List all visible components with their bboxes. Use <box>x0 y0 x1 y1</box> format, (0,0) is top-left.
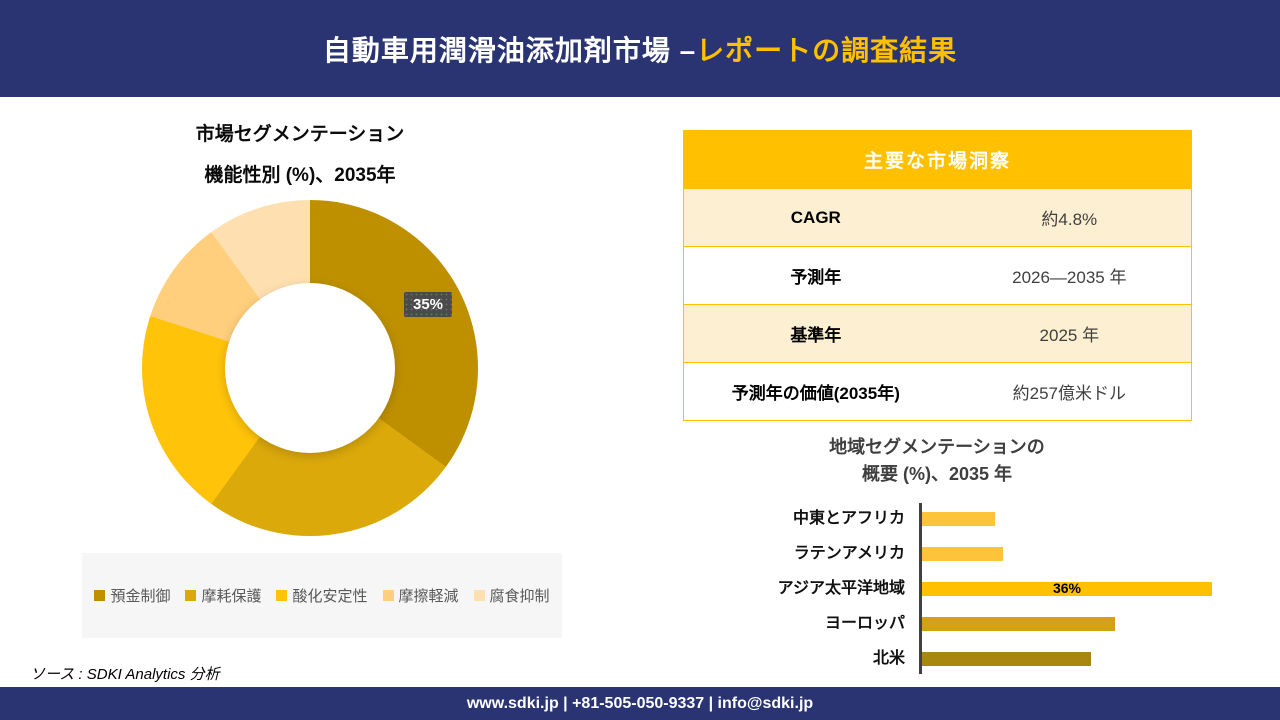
table-row-label: 予測年 <box>790 268 842 287</box>
legend-item[interactable]: 腐食抑制 <box>473 585 550 606</box>
bar-data-label: 36% <box>1052 580 1082 596</box>
legend-swatch-icon <box>276 590 288 601</box>
legend-swatch-icon <box>473 590 485 601</box>
source-note: ソース : SDKI Analytics 分析 <box>30 666 220 683</box>
legend-item[interactable]: 摩擦軽減 <box>382 585 459 606</box>
bar-category-label: 北米 <box>872 650 905 667</box>
legend-label: 腐食抑制 <box>489 588 550 605</box>
key-insights-table: 主要な市場洞察 CAGR 約4.8% 予測年 2026—2035 年基準年 2025 年… <box>683 130 1192 421</box>
legend-label: 摩擦軽減 <box>398 588 459 605</box>
legend-item[interactable]: 預金制御 <box>94 585 170 606</box>
donut-chart-title: 市場セグメンテーション <box>195 124 405 145</box>
key-insights-table-header: 主要な市場洞察 <box>684 131 1191 188</box>
donut-data-label: 35% <box>404 292 453 317</box>
donut-chart-titles: 市場セグメンテーション 機能性別 (%)、2035年 <box>90 119 510 187</box>
report-header-banner: 自動車用潤滑油添加剤市場 –レポートの調査結果 <box>0 0 1280 97</box>
legend-item[interactable]: 酸化安定性 <box>276 585 368 606</box>
bar-chart-axis-line <box>919 503 922 674</box>
footer-contact-text[interactable]: www.sdki.jp | +81-505-050-9337 | info@sd… <box>466 694 814 712</box>
bar-3[interactable]: 36% <box>922 580 1212 596</box>
bar-category-label: 中東とアフリカ <box>792 510 905 527</box>
bar-chart-title: 地域セグメンテーションの 概要 (%)、2035 年 <box>687 434 1187 488</box>
legend-swatch-icon <box>94 590 106 601</box>
table-row-label: 基準年 <box>790 326 842 345</box>
bar-5[interactable] <box>922 652 1091 666</box>
page-title-main: 自動車用潤滑油添加剤市場 – <box>322 34 697 66</box>
legend-item[interactable]: 摩耗保護 <box>185 585 261 606</box>
bar-chart-title-line1: 地域セグメンテーションの <box>829 437 1045 457</box>
page-title: 自動車用潤滑油添加剤市場 –レポートの調査結果 <box>323 29 957 69</box>
table-row-value: 2026—2035 年 <box>1012 268 1127 287</box>
bar-category-label: アジア太平洋地域 <box>777 580 905 597</box>
table-row-label: CAGR <box>790 207 841 227</box>
donut-chart-subtitle: 機能性別 (%)、2035年 <box>204 165 396 186</box>
table-row-value: 約257億米ドル <box>1012 384 1126 403</box>
table-row: CAGR 約4.8% <box>684 188 1191 246</box>
legend-label: 酸化安定性 <box>292 588 368 605</box>
table-row: 予測年 2026—2035 年 <box>684 246 1191 304</box>
table-row-value: 2025 年 <box>1039 326 1100 345</box>
bar-category-label: ヨーロッパ <box>824 615 905 632</box>
table-row-value: 約4.8% <box>1041 210 1098 229</box>
table-row: 基準年 2025 年 <box>684 304 1191 362</box>
donut-chart-hole <box>225 283 395 453</box>
bar-4[interactable] <box>922 617 1115 631</box>
legend-label: 預金制御 <box>110 588 171 605</box>
bar-category-label: ラテンアメリカ <box>793 545 905 562</box>
key-insights-table-body: CAGR 約4.8% 予測年 2026—2035 年基準年 2025 年予測年の価値(2… <box>684 188 1191 420</box>
legend-swatch-icon <box>382 590 394 601</box>
bar-1[interactable] <box>922 512 995 526</box>
bar-chart-title-line2: 概要 (%)、2035 年 <box>861 464 1013 484</box>
table-row-label: 予測年の価値(2035年) <box>731 384 900 403</box>
bar-2[interactable] <box>922 547 1003 561</box>
page-title-accent: レポートの調査結果 <box>696 34 958 66</box>
legend-label: 摩耗保護 <box>201 588 262 605</box>
legend-swatch-icon <box>185 590 197 601</box>
donut-legend: 預金制御 摩耗保護 酸化安定性 摩擦軽減 腐食抑制 <box>82 553 562 638</box>
footer-bar: www.sdki.jp | +81-505-050-9337 | info@sd… <box>0 687 1280 720</box>
table-row: 予測年の価値(2035年) 約257億米ドル <box>684 362 1191 420</box>
